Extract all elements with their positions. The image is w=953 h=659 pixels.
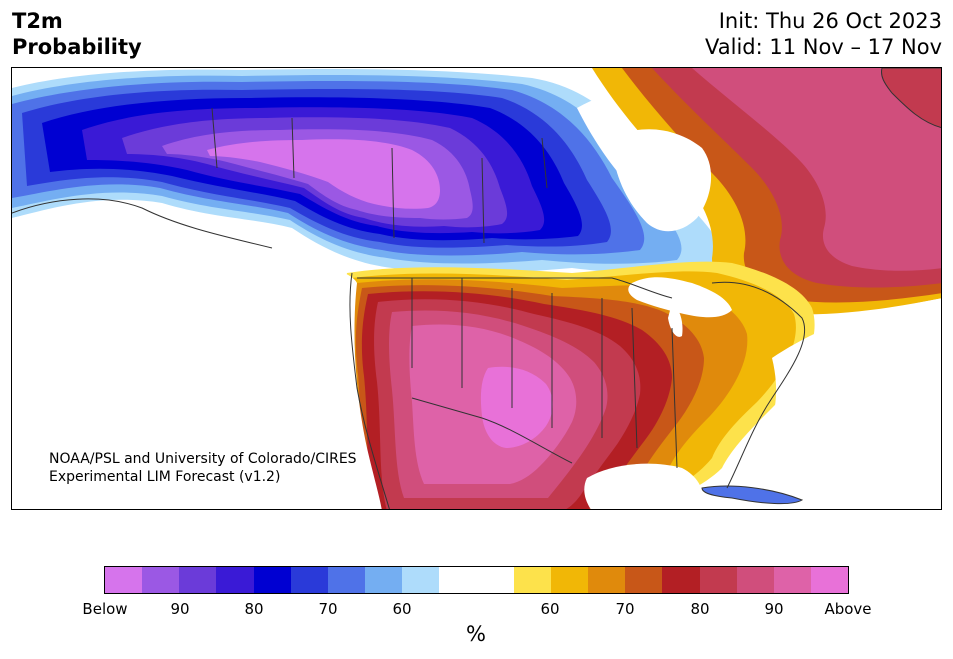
credit-text: NOAA/PSL and University of Colorado/CIRE… [49,450,357,486]
colorbar-swatch [625,567,663,593]
borders [12,107,806,509]
colorbar-swatch [365,567,403,593]
colorbar-swatch [513,567,551,593]
colorbar-swatch [290,567,328,593]
colorbar-tick-label: Below [82,600,128,618]
colorbar-swatch [699,567,737,593]
colorbar-swatch [439,567,477,593]
colorbar-tick-label: 90 [764,600,784,618]
state-lines [411,278,678,469]
us-mexico-border [411,397,573,464]
colorbar-swatch [736,567,774,593]
colorbar-swatch [588,567,626,593]
east-coast [711,281,806,489]
credit-line-1: NOAA/PSL and University of Colorado/CIRE… [49,451,357,467]
cold-band-strong [207,139,440,209]
great-lakes [628,277,732,318]
west-coast [349,272,390,509]
colorbar-tick-label: 60 [392,600,412,618]
colorbar-swatch [179,567,217,593]
colorbar-swatch [216,567,254,593]
map-title: T2m Probability [12,8,142,60]
pacific-ocean [12,212,382,509]
cuba [701,485,804,505]
colorbar-swatch [773,567,811,593]
colorbar [104,566,849,594]
colorbar-swatch [810,567,849,593]
us-warm-strong [480,366,553,448]
title-line-2: Probability [12,35,142,59]
colorbar-swatch [327,567,366,593]
title-line-1: T2m [12,9,63,33]
forecast-map [11,67,942,510]
canada-us-border [357,277,673,299]
credit-line-2: Experimental LIM Forecast (v1.2) [49,469,281,485]
colorbar-swatch [253,567,291,593]
colorbar-tick-label: 70 [318,600,338,618]
colorbar-swatch [402,567,440,593]
colorbar-tick-label: 90 [170,600,190,618]
colorbar-tick-label: 60 [540,600,560,618]
hudson-bay-east [612,129,712,232]
valid-range: Valid: 11 Nov – 17 Nov [705,35,942,59]
colorbar-swatch [662,567,700,593]
greenland-coast [881,68,941,128]
colorbar-tick-label: 80 [690,600,710,618]
colorbar-tick-label: 70 [615,600,635,618]
province-lines [211,107,548,244]
east-canada-warm-90 [692,68,941,271]
colorbar-tick-label: 80 [244,600,264,618]
colorbar-swatch [105,567,143,593]
alaska-coast [12,198,273,249]
init-date: Init: Thu 26 Oct 2023 [718,9,942,33]
gulf-of-mexico [584,463,704,509]
colorbar-swatch [142,567,180,593]
colorbar-unit: % [466,622,486,646]
colorbar-swatch [550,567,589,593]
map-canvas [12,68,941,509]
atlantic-ocean [713,298,941,509]
colorbar-swatch [476,567,514,593]
colorbar-tick-label: Above [824,600,872,618]
forecast-dates: Init: Thu 26 Oct 2023 Valid: 11 Nov – 17… [705,8,942,60]
